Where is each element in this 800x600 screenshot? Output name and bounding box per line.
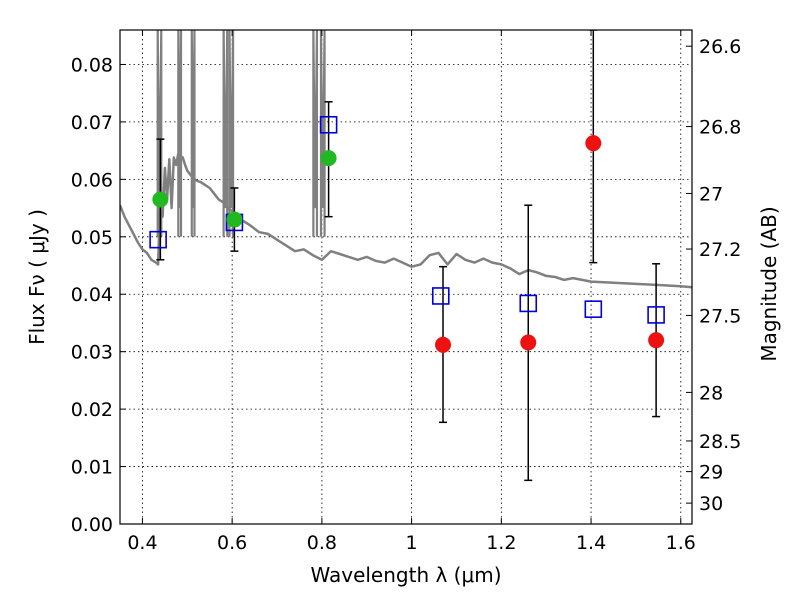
green-point-marker <box>226 211 243 228</box>
blue-square-marker <box>584 300 603 318</box>
right-tick-label: 28 <box>699 382 723 404</box>
emission-line-spike <box>319 30 326 237</box>
y-axis-label-right: Magnitude (AB) <box>757 206 781 361</box>
right-tick-label: 29 <box>699 462 723 484</box>
red-point-marker <box>648 332 665 349</box>
emission-line-spike <box>312 30 319 237</box>
plot-frame <box>119 29 693 525</box>
right-tick-label: 27 <box>699 183 723 205</box>
x-tick-label: 1.6 <box>666 532 696 554</box>
x-tick-label: 1 <box>406 532 418 554</box>
grid-lines <box>120 30 692 525</box>
x-axis-label: Wavelength λ (μm) <box>310 563 501 587</box>
right-tick-label: 26.6 <box>699 36 741 58</box>
y-tick-label: 0.04 <box>71 284 113 306</box>
x-tick-label: 0.8 <box>307 532 337 554</box>
x-tick-label: 1.2 <box>486 532 516 554</box>
emission-line-spike <box>177 30 183 237</box>
red-point-marker <box>585 135 602 152</box>
blue-square-marker <box>519 294 538 313</box>
right-tick-label: 30 <box>699 493 723 515</box>
red-point-marker <box>435 336 452 353</box>
y-tick-label: 0.08 <box>71 54 113 76</box>
y-tick-label: 0.02 <box>71 399 113 421</box>
model-spectrum-line <box>120 152 692 289</box>
emission-line-spike <box>156 30 163 237</box>
y-tick-label: 0.01 <box>71 457 113 479</box>
blue-square-marker <box>431 287 450 305</box>
right-tick-label: 28.5 <box>699 431 741 453</box>
blue-square-marker <box>319 115 338 134</box>
emission-line-spike <box>190 30 196 237</box>
blue-square-marker <box>647 306 665 324</box>
blue-square-marker <box>149 230 167 249</box>
x-tick-label: 0.4 <box>127 532 157 554</box>
axis-ticks: 0.4 0.6 0.8 1 1.2 1.4 1.6 0.00 0.01 0.02 0.03 0.04 0… <box>71 30 741 554</box>
right-tick-label: 27.2 <box>699 239 741 261</box>
emission-line-spike <box>228 30 235 237</box>
green-point-marker <box>152 191 169 208</box>
y-tick-label: 0.07 <box>71 112 113 134</box>
y-tick-label: 0.03 <box>71 342 113 364</box>
y-tick-label: 0.05 <box>71 227 113 249</box>
emission-line-spike <box>222 30 229 237</box>
y-axis-label-left: Flux Fν ( μJy ) <box>25 209 49 345</box>
red-point-marker <box>520 334 537 351</box>
right-tick-label: 26.8 <box>699 117 741 139</box>
y-tick-label: 0.06 <box>71 169 113 191</box>
green-point-marker <box>320 150 337 167</box>
x-tick-label: 0.6 <box>217 532 247 554</box>
x-tick-label: 1.4 <box>576 532 606 554</box>
plot-area <box>120 30 692 482</box>
right-tick-label: 27.5 <box>699 305 741 327</box>
y-tick-label: 0.00 <box>71 514 113 536</box>
